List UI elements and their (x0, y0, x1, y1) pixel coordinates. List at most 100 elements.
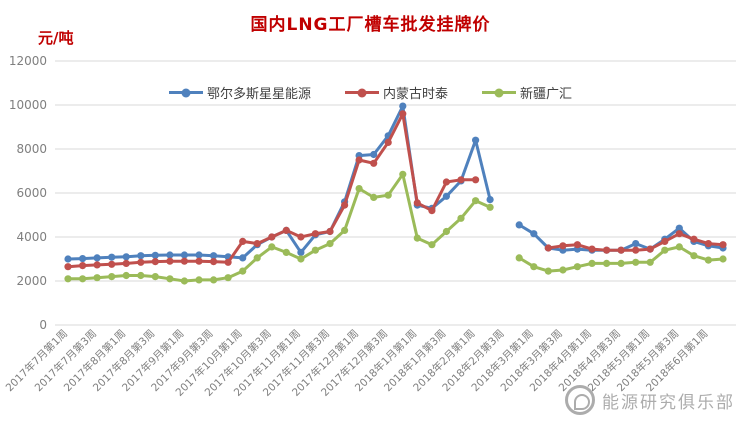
series-marker-1 (428, 207, 436, 215)
series-marker-1 (224, 258, 232, 266)
legend-item-neimenggu: 内蒙古时泰 (344, 83, 448, 102)
legend-line-marker-blue (168, 88, 203, 97)
series-marker-1 (413, 199, 421, 207)
series-marker-1 (719, 241, 727, 249)
series-marker-1 (195, 257, 203, 265)
series-marker-1 (370, 159, 378, 167)
series-marker-2 (122, 271, 130, 280)
series-marker-1 (573, 241, 582, 249)
series-marker-2 (486, 203, 494, 211)
y-axis-unit-label: 元/吨 (38, 29, 74, 47)
series-marker-1 (661, 237, 669, 245)
series-marker-1 (690, 235, 698, 243)
series-marker-0 (632, 240, 640, 248)
series-marker-0 (472, 136, 480, 144)
series-marker-1 (457, 176, 465, 184)
y-tick-label: 12000 (9, 54, 47, 68)
series-marker-1 (326, 227, 334, 236)
series-marker-2 (661, 246, 669, 254)
series-marker-0 (79, 255, 87, 263)
series-marker-2 (282, 248, 290, 256)
series-marker-1 (268, 233, 276, 241)
series-marker-2 (544, 267, 552, 275)
series-marker-0 (370, 150, 378, 159)
y-tick-label: 2000 (16, 274, 47, 288)
series-marker-0 (93, 254, 101, 262)
legend-item-eerduosi: 鄂尔多斯星星能源 (168, 83, 311, 102)
series-marker-2 (559, 266, 567, 274)
watermark-text: 能源研究俱乐部 (602, 392, 735, 413)
series-marker-2 (704, 256, 713, 264)
series-marker-2 (719, 255, 727, 263)
series-marker-1 (341, 201, 349, 209)
series-marker-1 (646, 245, 654, 253)
series-marker-1 (442, 178, 450, 186)
series-marker-2 (632, 258, 640, 266)
series-marker-2 (93, 274, 101, 282)
series-marker-2 (573, 263, 582, 271)
watermark: 能源研究俱乐部 (565, 385, 735, 415)
series-line-0 (67, 104, 492, 261)
series-line-2 (68, 172, 491, 283)
series-marker-1 (137, 258, 145, 266)
legend-label: 新疆广汇 (520, 87, 573, 102)
series-marker-1 (93, 261, 101, 269)
series-marker-0 (151, 251, 159, 259)
series-marker-1 (472, 176, 480, 184)
series-marker-0 (210, 252, 218, 260)
series-marker-1 (108, 260, 116, 268)
series-marker-2 (253, 254, 261, 262)
series-marker-2 (588, 259, 596, 267)
series-marker-2 (370, 193, 378, 201)
series-marker-2 (399, 170, 407, 178)
series-marker-1 (282, 226, 290, 234)
y-tick-label: 0 (39, 318, 47, 332)
series-marker-1 (253, 240, 261, 248)
series-marker-2 (180, 277, 188, 285)
series-marker-1 (384, 138, 392, 146)
legend-item-xinjiang: 新疆广汇 (482, 83, 572, 102)
series-marker-1 (122, 259, 130, 267)
series-marker-2 (442, 227, 450, 236)
series-marker-2 (326, 240, 334, 248)
series-marker-2 (137, 271, 145, 280)
series-marker-1 (632, 246, 640, 254)
series-marker-0 (239, 254, 247, 262)
series-marker-2 (166, 275, 174, 283)
y-tick-label: 4000 (16, 230, 47, 244)
series-marker-0 (64, 255, 72, 263)
series-marker-2 (603, 259, 611, 267)
chart-legend: 鄂尔多斯星星能源 内蒙古时泰 新疆广汇 (0, 83, 741, 102)
series-marker-2 (224, 274, 232, 282)
series-marker-0 (180, 251, 188, 259)
series-marker-2 (195, 276, 203, 284)
series-marker-2 (413, 234, 421, 242)
chart-title: 国内LNG工厂槽车批发挂牌价 (250, 15, 491, 35)
series-marker-2 (268, 243, 276, 251)
series-marker-2 (355, 185, 363, 193)
series-marker-2 (79, 275, 87, 283)
series-marker-1 (239, 237, 247, 245)
series-marker-0 (486, 196, 494, 204)
series-marker-1 (297, 233, 305, 241)
series-marker-1 (559, 242, 567, 250)
series-marker-2 (617, 259, 625, 267)
y-tick-label: 10000 (9, 98, 47, 112)
series-marker-0 (137, 252, 145, 260)
y-tick-label: 6000 (16, 186, 47, 200)
series-marker-0 (675, 224, 683, 232)
series-marker-1 (166, 257, 174, 265)
series-marker-1 (603, 246, 611, 254)
series-marker-2 (530, 263, 538, 271)
series-marker-1 (210, 258, 218, 266)
series-marker-1 (704, 240, 713, 248)
series-marker-2 (210, 276, 218, 284)
series-marker-2 (515, 254, 523, 262)
series-marker-1 (544, 244, 552, 252)
series-marker-0 (297, 248, 305, 256)
series-marker-1 (180, 257, 188, 265)
series-marker-1 (617, 246, 625, 254)
series-marker-1 (399, 110, 407, 118)
series-marker-1 (588, 245, 596, 253)
